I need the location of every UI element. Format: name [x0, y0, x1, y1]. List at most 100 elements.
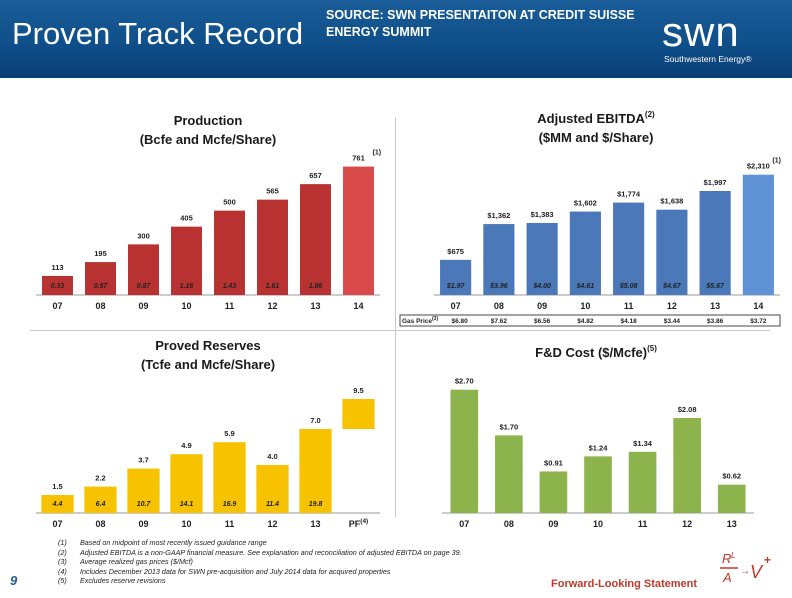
reserves-bar-10 — [170, 454, 203, 513]
production-value-label-14: 761 — [352, 154, 365, 163]
ebitda-tick-14: 14 — [753, 301, 763, 311]
reserves-chart: Proved Reserves (Tcfe and Mcfe/Share) 1.5 4… — [36, 338, 380, 529]
reserves-per-share-12: 11.4 — [266, 501, 279, 508]
page-number: 9 — [10, 573, 18, 588]
reserves-bar-12 — [256, 465, 289, 513]
reserves-value-label-08: 2.2 — [95, 474, 105, 483]
ebitda-tick-07: 07 — [451, 301, 461, 311]
ebitda-per-share-09: $4.00 — [532, 283, 551, 290]
fd_cost-value-label-09: $0.91 — [544, 458, 563, 467]
reserves-per-share-09: 10.7 — [137, 501, 152, 508]
fd_cost-value-label-08: $1.70 — [499, 422, 518, 431]
footnotes: (1) Based on midpoint of most recently is… — [58, 538, 462, 586]
svg-text:→: → — [740, 566, 750, 577]
footnote-5: (5) Excludes reserve revisions — [58, 576, 166, 586]
production-value-label-10: 405 — [180, 214, 193, 223]
fd_cost-bar-07 — [450, 389, 479, 513]
fd_cost-tick-13: 13 — [727, 519, 737, 529]
production-value-label-13: 657 — [309, 171, 322, 180]
ebitda-value-label-14: $2,310 — [747, 162, 770, 171]
production-tick-14: 14 — [353, 301, 363, 311]
production-value-label-07: 113 — [51, 263, 63, 272]
forward-looking-statement-link[interactable]: Forward-Looking Statement — [551, 578, 698, 590]
footnote-2: (2) Adjusted EBITDA is a non-GAAP financi… — [58, 547, 462, 557]
ebitda-bar-13 — [699, 190, 731, 295]
svg-text:A: A — [722, 570, 732, 585]
reserves-bar-13 — [299, 429, 332, 513]
ebitda-per-share-13: $5.67 — [705, 283, 725, 290]
reserves-subtitle: (Tcfe and Mcfe/Share) — [141, 357, 275, 372]
ebitda-bar-11 — [613, 202, 645, 295]
svg-text:V: V — [750, 562, 764, 582]
fd_cost-value-label-13: $0.62 — [722, 472, 741, 481]
ebitda-subtitle: ($MM and $/Share) — [539, 130, 654, 145]
footnote-3: (3) Average realized gas prices ($/Mcf) — [58, 557, 193, 567]
svg-text:L: L — [731, 551, 735, 560]
reserves-bar-08 — [84, 486, 117, 513]
ebitda-bar-14 — [742, 174, 774, 295]
quadrant-divider-vertical — [395, 117, 396, 517]
reserves-per-share-08: 6.4 — [96, 501, 106, 508]
production-per-share-08: 0.57 — [94, 283, 109, 290]
production-tick-12: 12 — [267, 301, 277, 311]
reserves-tick-08: 08 — [95, 519, 105, 529]
reserves-value-label-10: 4.9 — [181, 441, 191, 450]
reserves-value-label-11: 5.9 — [224, 429, 234, 438]
reserves-title: Proved Reserves — [155, 338, 261, 353]
gas-price-07: $6.80 — [451, 318, 468, 325]
ebitda-bar-08 — [483, 224, 515, 295]
ebitda-value-label-12: $1,638 — [660, 197, 683, 206]
ebitda-per-share-12: $4.67 — [662, 283, 682, 290]
production-bar-10 — [171, 226, 202, 295]
reserves-per-share-07: 4.4 — [52, 501, 63, 508]
reserves-tick-PF: PF(4) — [349, 518, 368, 529]
production-value-label-09: 300 — [137, 231, 150, 240]
gas-price-12: $3.44 — [664, 318, 681, 325]
ebitda-tick-09: 09 — [537, 301, 547, 311]
page-title: Proven Track Record — [12, 16, 304, 51]
fd_cost-value-label-10: $1.24 — [589, 443, 609, 452]
fd_cost-tick-09: 09 — [548, 519, 558, 529]
reserves-bar-PF — [342, 399, 375, 429]
reserves-value-label-PF: 9.5 — [353, 386, 363, 395]
ebitda-title: Adjusted EBITDA(2) — [537, 110, 655, 126]
gas-price-10: $4.82 — [577, 318, 594, 325]
gas-price-13: $3.86 — [707, 318, 724, 325]
footnote-4: (4) Includes December 2013 data for SWN p… — [58, 566, 391, 576]
ebitda-per-share-07: $1.97 — [446, 283, 466, 290]
ebitda-per-share-11: $5.08 — [619, 283, 638, 290]
fd_cost-tick-08: 08 — [504, 519, 514, 529]
production-note-14: (1) — [373, 150, 382, 157]
production-per-share-13: 1.86 — [309, 283, 323, 290]
fd_cost-value-label-12: $2.08 — [678, 405, 697, 414]
production-value-label-12: 565 — [266, 187, 279, 196]
logo-subtitle: Southwestern Energy® — [664, 54, 752, 64]
reserves-bar-11 — [213, 442, 246, 513]
production-value-label-08: 195 — [94, 249, 107, 258]
reserves-tick-09: 09 — [138, 519, 148, 529]
source-note: SOURCE: SWN PRESENTAITON AT CREDIT SUISS… — [326, 8, 635, 39]
production-per-share-07: 0.33 — [51, 283, 65, 290]
reserves-tick-07: 07 — [52, 519, 62, 529]
ebitda-value-label-09: $1,383 — [531, 210, 554, 219]
ebitda-value-label-11: $1,774 — [617, 190, 641, 199]
ebitda-value-label-08: $1,362 — [487, 211, 510, 220]
production-tick-10: 10 — [181, 301, 191, 311]
fd_cost-value-label-11: $1.34 — [633, 439, 653, 448]
fd_cost-tick-12: 12 — [682, 519, 692, 529]
ebitda-tick-11: 11 — [624, 301, 634, 311]
production-bar-12 — [257, 199, 288, 295]
gas-price-14: $3.72 — [750, 318, 767, 325]
header-banner: Proven Track Record SOURCE: SWN PRESENTA… — [0, 0, 792, 78]
production-per-share-12: 1.61 — [266, 283, 280, 290]
ebitda-tick-10: 10 — [580, 301, 590, 311]
ebitda-bar-07 — [440, 259, 472, 295]
production-bar-09 — [128, 244, 159, 295]
production-tick-07: 07 — [52, 301, 62, 311]
svg-text:R: R — [722, 551, 731, 566]
fd-cost-chart: F&D Cost ($/Mcfe)(5) $2.70 07 $1.70 08 $0.91 0… — [442, 344, 754, 529]
production-bar-08 — [85, 262, 116, 295]
production-subtitle: (Bcfe and Mcfe/Share) — [140, 132, 277, 147]
production-tick-13: 13 — [310, 301, 320, 311]
logo-wordmark: swn — [662, 8, 740, 55]
